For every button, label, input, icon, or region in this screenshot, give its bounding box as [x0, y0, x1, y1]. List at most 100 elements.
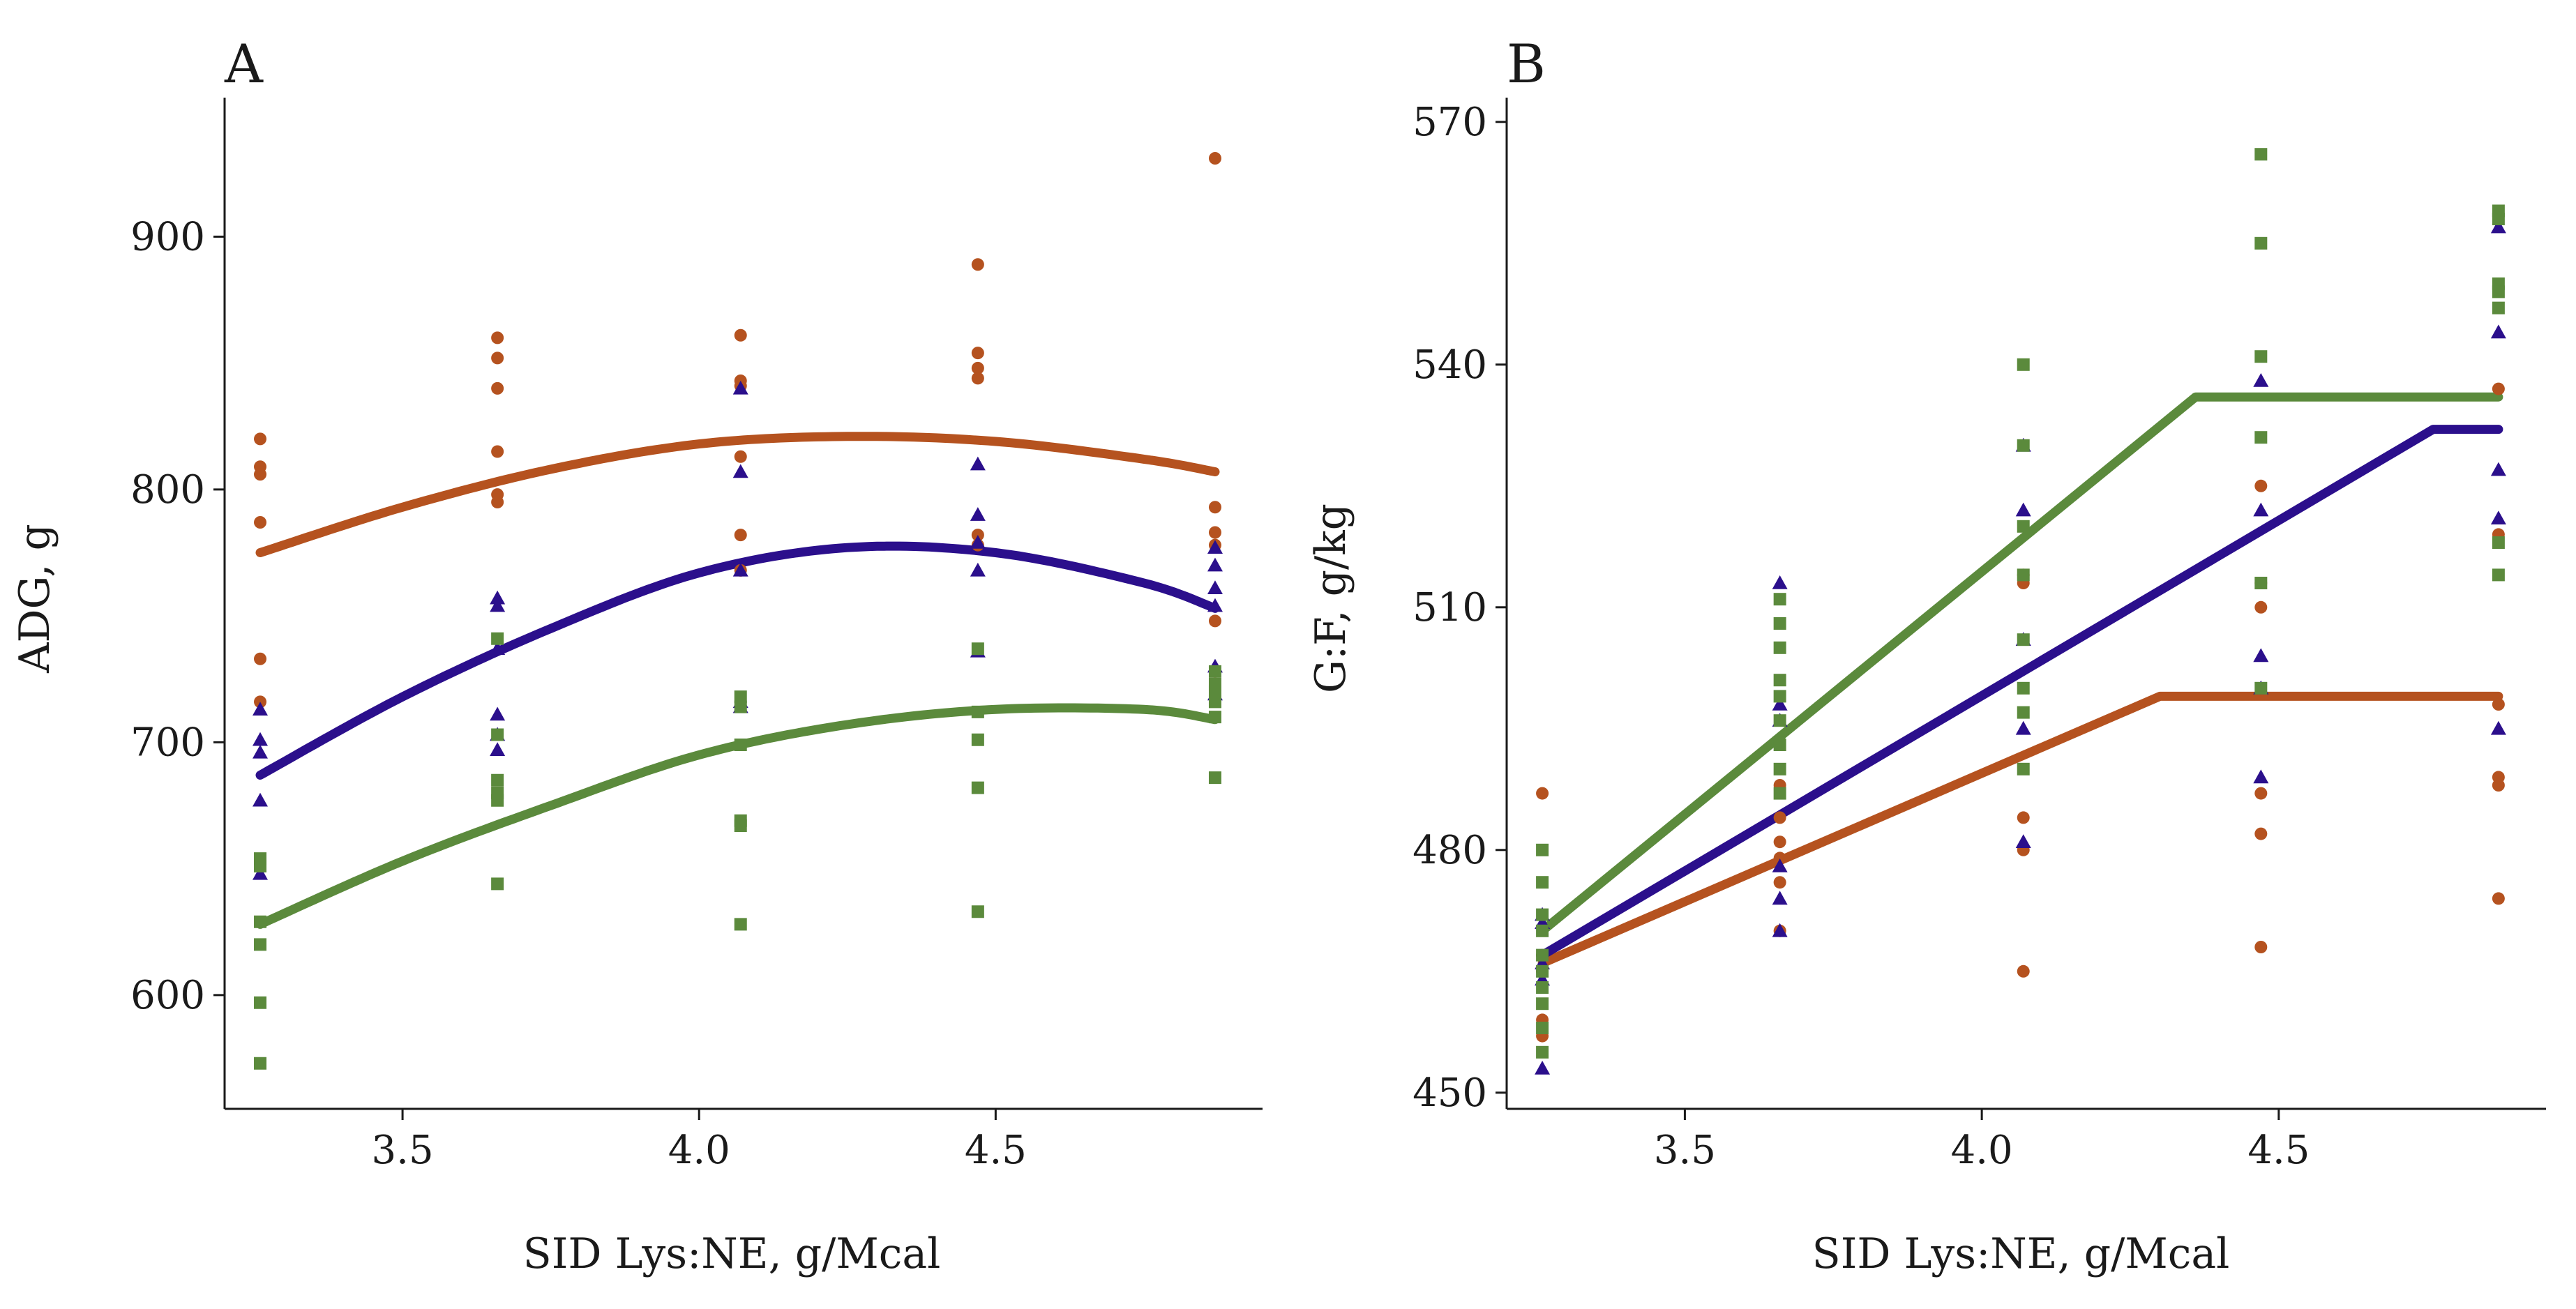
- green-data-point: [1773, 617, 1786, 630]
- orange-data-point: [2492, 698, 2505, 711]
- blue-data-point: [1772, 575, 1788, 589]
- green-data-point: [2254, 350, 2268, 363]
- panel-b-x-axis-title: SID Lys:NE, g/Mcal: [1812, 1229, 2230, 1278]
- blue-data-point: [253, 702, 269, 716]
- green-data-point: [1536, 981, 1549, 994]
- blue-data-point: [2490, 510, 2506, 524]
- green-data-point: [1773, 641, 1786, 654]
- green-data-point: [1773, 690, 1786, 703]
- green-data-point: [2492, 285, 2505, 298]
- y-tick-label: 450: [1413, 1070, 1487, 1116]
- blue-data-point: [2015, 834, 2031, 848]
- orange-data-point: [2254, 787, 2268, 800]
- blue-data-point: [1207, 598, 1223, 612]
- green-data-point: [2492, 536, 2505, 549]
- green-data-point: [1773, 674, 1786, 687]
- x-tick-label: 4.0: [1951, 1128, 2013, 1173]
- blue-data-point: [2253, 502, 2269, 517]
- blue-data-point: [1535, 1061, 1551, 1075]
- orange-data-point: [971, 361, 984, 374]
- blue-data-point: [1207, 580, 1223, 595]
- green-data-point: [1208, 711, 1221, 724]
- green-data-point: [1536, 997, 1549, 1011]
- blue-data-point: [732, 562, 748, 577]
- x-tick-label: 4.0: [668, 1128, 730, 1173]
- blue-data-point: [970, 456, 986, 471]
- orange-data-point: [491, 331, 504, 345]
- orange-data-point: [254, 652, 267, 665]
- orange-data-point: [971, 372, 984, 385]
- orange-data-point: [2492, 382, 2505, 395]
- orange-fit-line: [1537, 691, 2503, 968]
- green-data-point: [2017, 706, 2030, 719]
- orange-data-point: [971, 258, 984, 271]
- blue-fit-line: [1537, 425, 2503, 960]
- x-tick-label: 4.5: [2247, 1128, 2310, 1173]
- orange-data-point: [734, 328, 747, 342]
- orange-data-point: [1773, 835, 1786, 849]
- orange-data-point: [491, 445, 504, 458]
- green-data-point: [491, 794, 504, 807]
- green-data-point: [971, 642, 984, 656]
- blue-data-point: [490, 598, 506, 612]
- y-tick-label: 540: [1413, 342, 1487, 388]
- green-data-point: [1773, 762, 1786, 775]
- green-data-point: [1536, 843, 1549, 856]
- orange-data-point: [254, 516, 267, 529]
- green-data-point: [1208, 771, 1221, 785]
- blue-data-point: [970, 562, 986, 577]
- green-data-point: [254, 915, 267, 928]
- green-data-point: [1773, 739, 1786, 751]
- blue-data-point: [1772, 923, 1788, 937]
- panel-a-x-axis-title: SID Lys:NE, g/Mcal: [523, 1229, 941, 1278]
- y-tick-label: 900: [130, 214, 205, 259]
- orange-data-point: [734, 529, 747, 542]
- orange-data-point: [1208, 501, 1221, 514]
- green-data-point: [2254, 577, 2268, 589]
- blue-data-point: [970, 507, 986, 521]
- orange-data-point: [491, 496, 504, 508]
- blue-data-point: [1207, 540, 1223, 554]
- blue-data-point: [490, 706, 506, 721]
- panel-a: A ADG, g SID Lys:NE, g/Mcal 600 700 800 900…: [10, 33, 1263, 1278]
- green-data-point: [1536, 876, 1549, 889]
- y-tick-label: 480: [1413, 828, 1487, 873]
- orange-data-point: [1208, 526, 1221, 539]
- green-data-point: [2254, 681, 2268, 695]
- blue-data-point: [1772, 858, 1788, 872]
- blue-data-point: [2490, 462, 2506, 476]
- green-data-point: [734, 918, 747, 931]
- blue-data-point: [253, 744, 269, 759]
- x-tick-label: 3.5: [1654, 1128, 1716, 1173]
- orange-data-point: [2492, 892, 2505, 905]
- x-tick-label: 3.5: [372, 1128, 434, 1173]
- blue-data-point: [2015, 502, 2031, 517]
- green-data-point: [2017, 681, 2030, 695]
- orange-data-point: [1773, 852, 1786, 865]
- green-data-point: [2017, 568, 2030, 582]
- green-data-point: [1208, 685, 1221, 698]
- green-data-point: [734, 700, 747, 713]
- orange-data-point: [2254, 941, 2268, 953]
- green-data-point: [2254, 431, 2268, 444]
- blue-data-point: [2015, 720, 2031, 735]
- green-data-point: [2492, 301, 2505, 315]
- green-data-point: [491, 632, 504, 645]
- y-tick-label: 510: [1413, 585, 1487, 630]
- green-data-point: [734, 739, 747, 751]
- blue-data-point: [253, 732, 269, 746]
- green-data-point: [2017, 358, 2030, 371]
- green-data-point: [971, 905, 984, 918]
- blue-data-point: [253, 865, 269, 880]
- orange-data-point: [254, 468, 267, 481]
- y-tick-label: 700: [130, 720, 205, 765]
- y-tick-label: 600: [130, 973, 205, 1018]
- y-tick-label: 570: [1413, 100, 1487, 145]
- blue-data-point: [732, 380, 748, 395]
- green-data-point: [1536, 908, 1549, 921]
- blue-data-point: [2490, 324, 2506, 339]
- orange-data-point: [2492, 779, 2505, 792]
- green-data-point: [734, 819, 747, 832]
